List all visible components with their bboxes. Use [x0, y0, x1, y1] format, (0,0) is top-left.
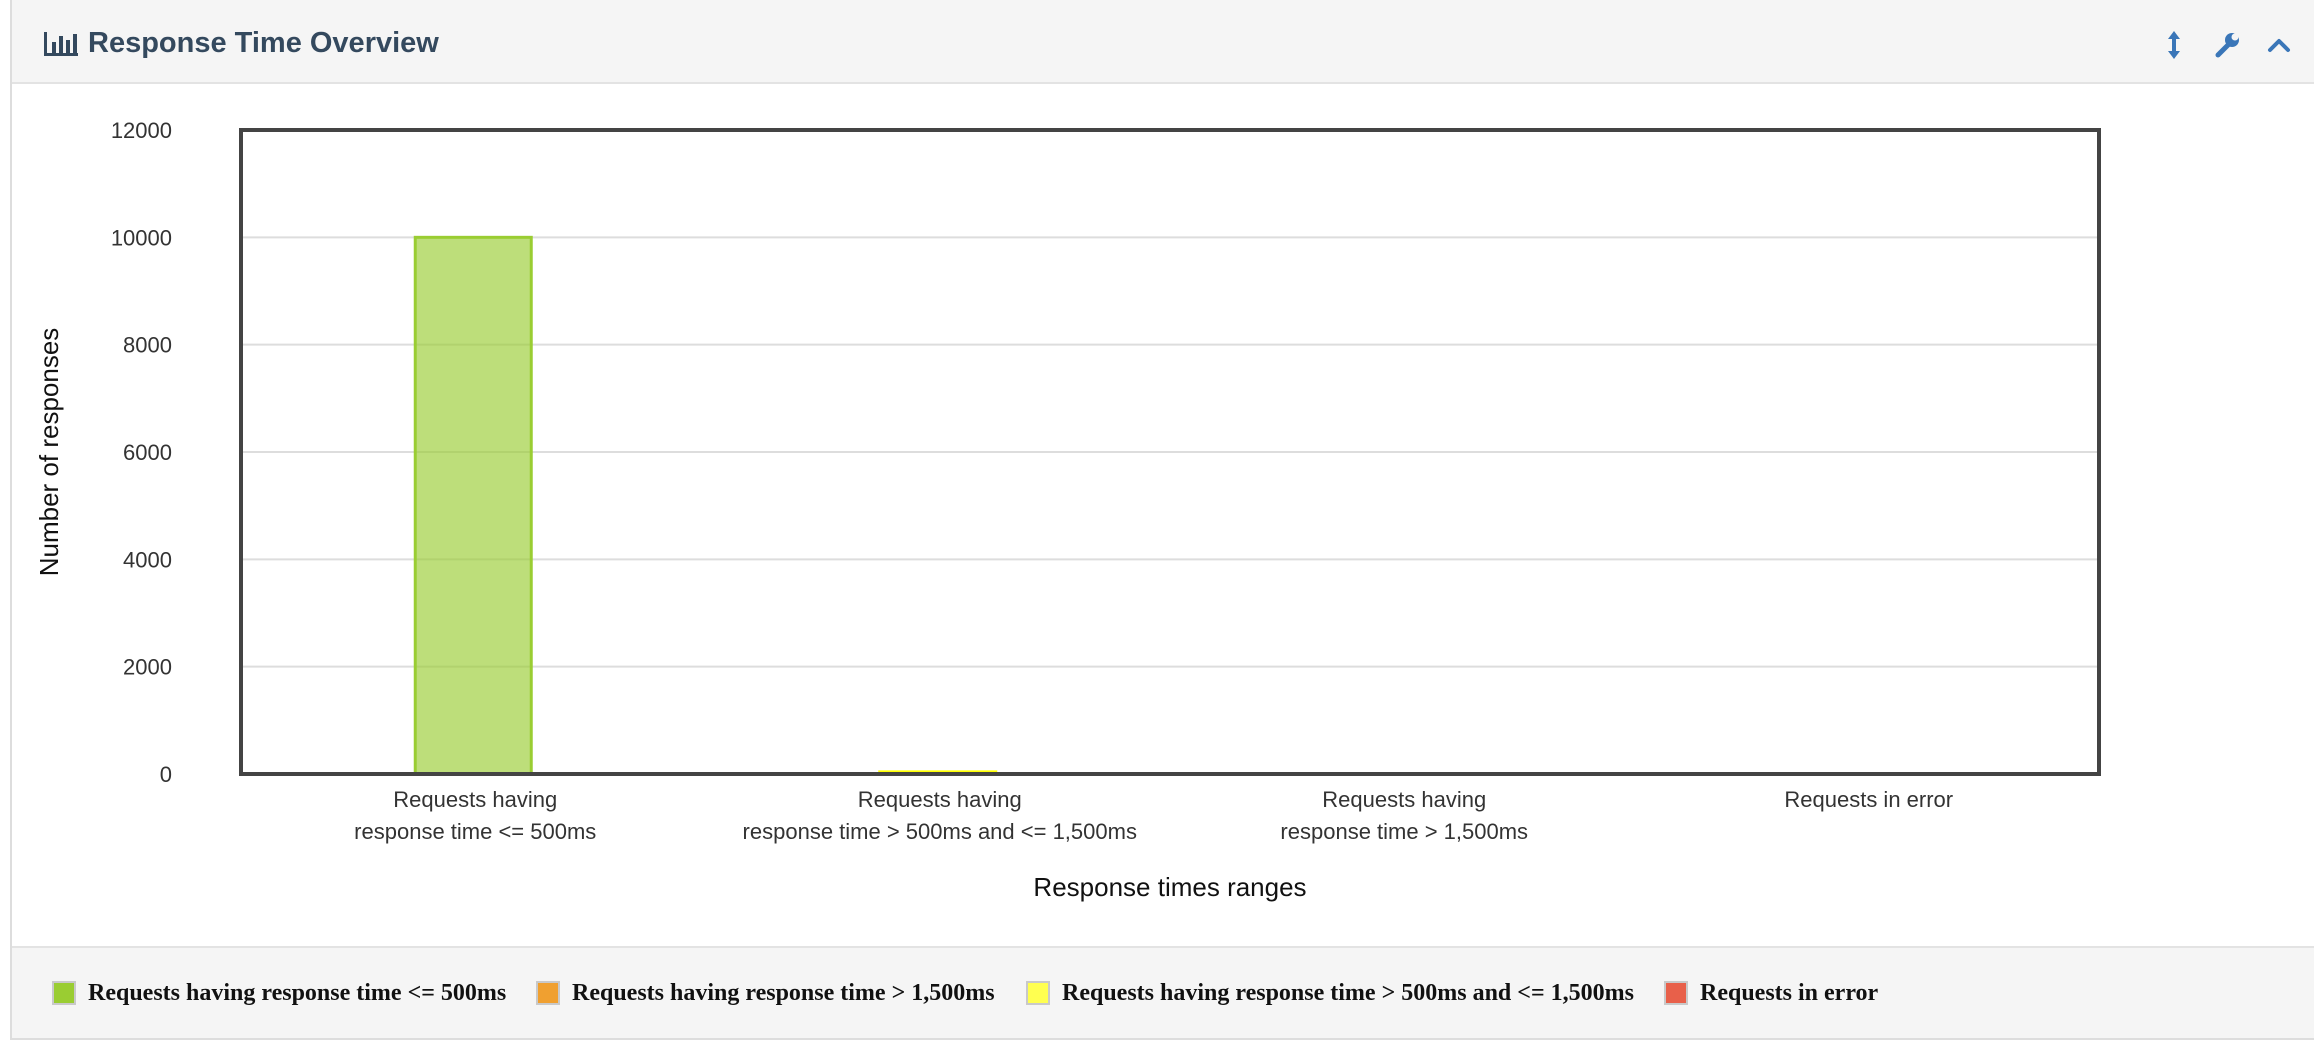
bar-chart-icon: [44, 32, 78, 56]
wrench-icon[interactable]: [2210, 28, 2244, 62]
resize-vertical-icon[interactable]: [2157, 28, 2191, 62]
bar: [413, 235, 533, 776]
legend-item[interactable]: Requests having response time <= 500ms: [52, 978, 506, 1008]
y-tick-label: 4000: [123, 547, 172, 572]
x-tick-label: Requests having: [393, 787, 557, 812]
legend-swatch: [536, 981, 560, 1005]
panel-title: Response Time Overview: [88, 27, 439, 59]
x-tick-label: Requests having: [858, 787, 1022, 812]
plot-frame: [239, 128, 2101, 776]
chart-legend: Requests having response time <= 500ms Re…: [12, 946, 2314, 1038]
legend-label: Requests in error: [1700, 979, 1879, 1006]
x-tick-label: response time > 500ms and <= 1,500ms: [743, 819, 1137, 844]
legend-swatch: [1664, 981, 1688, 1005]
legend-label: Requests having response time <= 500ms: [88, 979, 507, 1006]
y-tick-label: 6000: [123, 440, 172, 465]
y-tick-label: 8000: [123, 333, 172, 358]
x-axis-title: Response times ranges: [1033, 872, 1306, 902]
x-tick-label: Requests having: [1322, 787, 1486, 812]
legend-item[interactable]: Requests having response time > 1,500ms: [536, 978, 995, 1008]
y-axis-title: Number of responses: [34, 328, 64, 577]
x-tick-label: response time > 1,500ms: [1280, 819, 1528, 844]
response-time-panel: Response Time Overview 0 2000 4000 6000 8000…: [10, 0, 2314, 1040]
legend-item[interactable]: Requests in error: [1664, 978, 1878, 1008]
legend-label: Requests having response time > 1,500ms: [572, 979, 995, 1006]
legend-label: Requests having response time > 500ms an…: [1062, 979, 1634, 1006]
y-tick-label: 10000: [111, 225, 172, 250]
legend-swatch: [52, 981, 76, 1005]
y-tick-label: 12000: [111, 118, 172, 143]
x-tick-label: Requests in error: [1784, 787, 1953, 812]
legend-item[interactable]: Requests having response time > 500ms an…: [1026, 978, 1634, 1008]
legend-swatch: [1026, 981, 1050, 1005]
y-tick-label: 0: [160, 762, 172, 787]
chevron-up-icon[interactable]: [2262, 28, 2296, 62]
x-tick-label: response time <= 500ms: [354, 819, 596, 844]
y-tick-label: 2000: [123, 655, 172, 680]
panel-header: Response Time Overview: [12, 0, 2314, 84]
bar-chart: 0 2000 4000 6000 8000 10000 12000 Requests havi…: [34, 118, 2101, 902]
